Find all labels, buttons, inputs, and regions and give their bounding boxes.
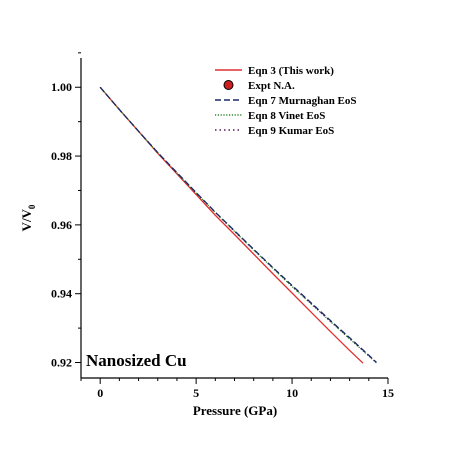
series-line-4 — [99, 86, 377, 364]
legend-label: Eqn 7 Murnaghan EoS — [248, 95, 357, 107]
plot-lines — [99, 86, 377, 364]
legend-label: Eqn 3 (This work) — [248, 65, 334, 77]
series-line-3 — [99, 86, 377, 364]
y-axis-title-subscript: 0 — [27, 204, 37, 209]
axes: 0 5 10 15 0.92 0.94 0.96 0.98 1.00 — [51, 52, 394, 400]
x-tick-label: 5 — [193, 386, 199, 400]
x-tick-label: 15 — [382, 386, 394, 400]
x-tick-label: 10 — [286, 386, 298, 400]
legend: Eqn 3 (This work) Expt N.A. Eqn 7 Murnagha… — [215, 65, 357, 137]
legend-marker — [223, 80, 234, 90]
y-tick-label: 0.92 — [51, 356, 72, 370]
series-line-2 — [99, 86, 377, 363]
y-tick-label: 0.94 — [51, 287, 72, 301]
legend-label: Eqn 8 Vinet EoS — [248, 110, 325, 122]
chart-annotation: Nanosized Cu — [86, 351, 187, 370]
legend-label: Expt N.A. — [248, 80, 295, 92]
y-axis-title: V/V0 — [19, 204, 37, 231]
y-tick-label: 1.00 — [51, 80, 72, 94]
y-tick-label: 0.98 — [51, 149, 72, 163]
x-tick-label: 0 — [97, 386, 103, 400]
x-axis-title: Pressure (GPa) — [193, 403, 277, 418]
y-axis-title-main: V/V — [19, 208, 34, 231]
y-tick-label: 0.96 — [51, 218, 72, 232]
legend-label: Eqn 9 Kumar EoS — [248, 125, 334, 137]
